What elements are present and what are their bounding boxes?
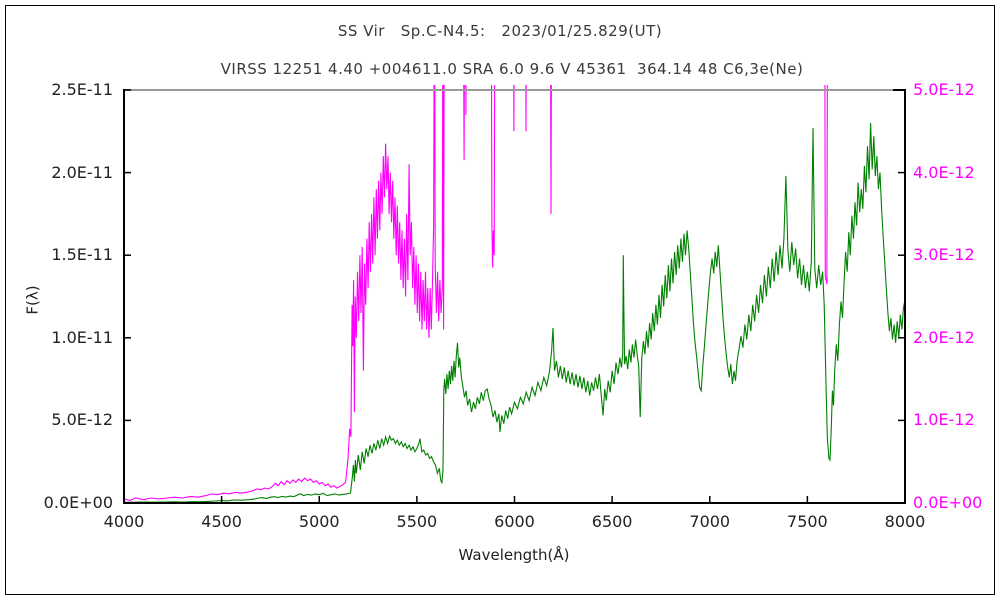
x-tick-label: 4000 (103, 512, 145, 531)
spectrum-green-left-axis (123, 122, 906, 503)
x-tick-label: 5000 (298, 512, 340, 531)
x-tick-label: 8000 (884, 512, 926, 531)
chart-title: SS Vir Sp.C-N4.5: 2023/01/25.829(UT) (337, 22, 663, 40)
image-border (5, 5, 995, 595)
y-right-tick-label: 4.0E-12 (913, 162, 975, 182)
chart-subtitle-catalog-line: VIRSS 12251 4.40 +004611.0 SRA 6.0 9.6 V… (220, 60, 804, 78)
y-left-tick-label: 1.0E-11 (51, 327, 113, 347)
x-tick-label: 7500 (787, 512, 828, 531)
y-left-tick-label: 2.5E-11 (51, 80, 113, 99)
y-right-tick-label: 1.0E-12 (913, 410, 975, 430)
y-left-tick-label: 0.0E+00 (43, 493, 113, 512)
y-right-tick-label: 2.0E-12 (913, 327, 975, 347)
x-tick-label: 4500 (201, 512, 242, 531)
x-tick-label: 5500 (396, 512, 438, 531)
x-tick-label: 6000 (494, 512, 535, 531)
y-right-tick-label: 5.0E-12 (913, 80, 975, 99)
y-right-tick-label: 0.0E+00 (913, 493, 983, 512)
spectrum-magenta-right-axis (123, 85, 828, 502)
y-right-tick-label: 3.0E-12 (913, 245, 975, 265)
y-left-tick-label: 1.5E-11 (51, 245, 113, 265)
x-axis-title: Wavelength(Å) (458, 546, 570, 564)
y-left-tick-label: 2.0E-11 (51, 162, 113, 182)
x-tick-label: 7000 (689, 512, 731, 531)
x-tick-label: 6500 (591, 512, 633, 531)
y-left-tick-label: 5.0E-12 (51, 410, 113, 430)
